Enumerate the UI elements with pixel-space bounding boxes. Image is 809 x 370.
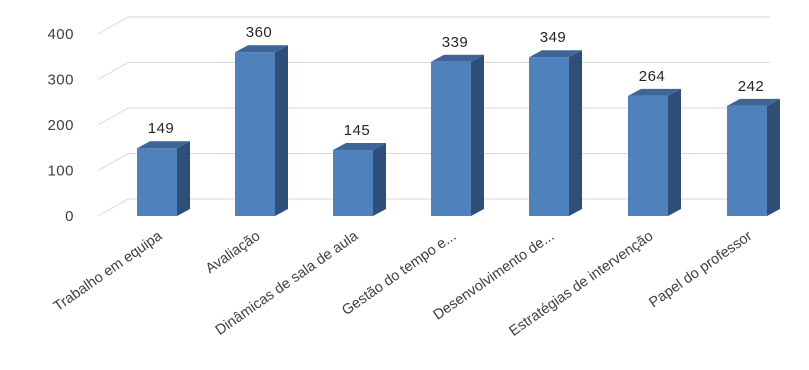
bar-top xyxy=(529,50,582,58)
data-label: 149 xyxy=(148,120,175,137)
y-tick-label: 100 xyxy=(47,163,74,180)
bar-top xyxy=(727,98,780,106)
x-category-label: Avaliação xyxy=(203,228,263,277)
bar-front xyxy=(529,57,569,216)
bar-front xyxy=(727,105,767,216)
bar-front xyxy=(431,61,471,216)
bars xyxy=(137,45,780,217)
bar xyxy=(727,98,780,216)
bar-top xyxy=(137,141,190,149)
y-axis-ticks: 0 100 200 300 400 xyxy=(47,26,74,225)
x-category-label: Papel do professor xyxy=(646,228,755,311)
data-label: 339 xyxy=(442,34,469,51)
bar xyxy=(628,88,681,216)
bar-top xyxy=(333,143,386,151)
y-tick-label: 0 xyxy=(65,208,74,225)
bar xyxy=(431,54,484,216)
bar-side xyxy=(471,54,484,216)
y-tick-label: 300 xyxy=(47,72,74,89)
x-category-label: Trabalho em equipa xyxy=(51,228,166,315)
bar xyxy=(235,45,288,217)
bar xyxy=(333,143,386,216)
y-tick-label: 200 xyxy=(47,117,74,134)
bar-front xyxy=(137,148,177,216)
bar-top xyxy=(235,45,288,53)
y-tick-label: 400 xyxy=(47,26,74,43)
data-label: 145 xyxy=(344,122,371,139)
bar-top xyxy=(628,88,681,96)
bar-side xyxy=(177,141,190,216)
bar-side xyxy=(569,50,582,216)
bar xyxy=(137,141,190,216)
data-label: 242 xyxy=(738,78,765,95)
bar-side xyxy=(373,143,386,216)
data-label: 264 xyxy=(639,68,666,85)
gridline xyxy=(97,16,770,35)
data-labels: 149 360 145 339 349 264 242 xyxy=(148,24,765,139)
bar-front xyxy=(628,95,668,216)
data-label: 349 xyxy=(540,29,567,46)
bar-side xyxy=(668,88,681,216)
bar-front xyxy=(333,150,373,216)
data-label: 360 xyxy=(246,24,273,41)
bar-side xyxy=(767,98,780,216)
bar xyxy=(529,50,582,216)
bar-top xyxy=(431,54,484,62)
bar-side xyxy=(275,45,288,217)
bar-front xyxy=(235,52,275,217)
